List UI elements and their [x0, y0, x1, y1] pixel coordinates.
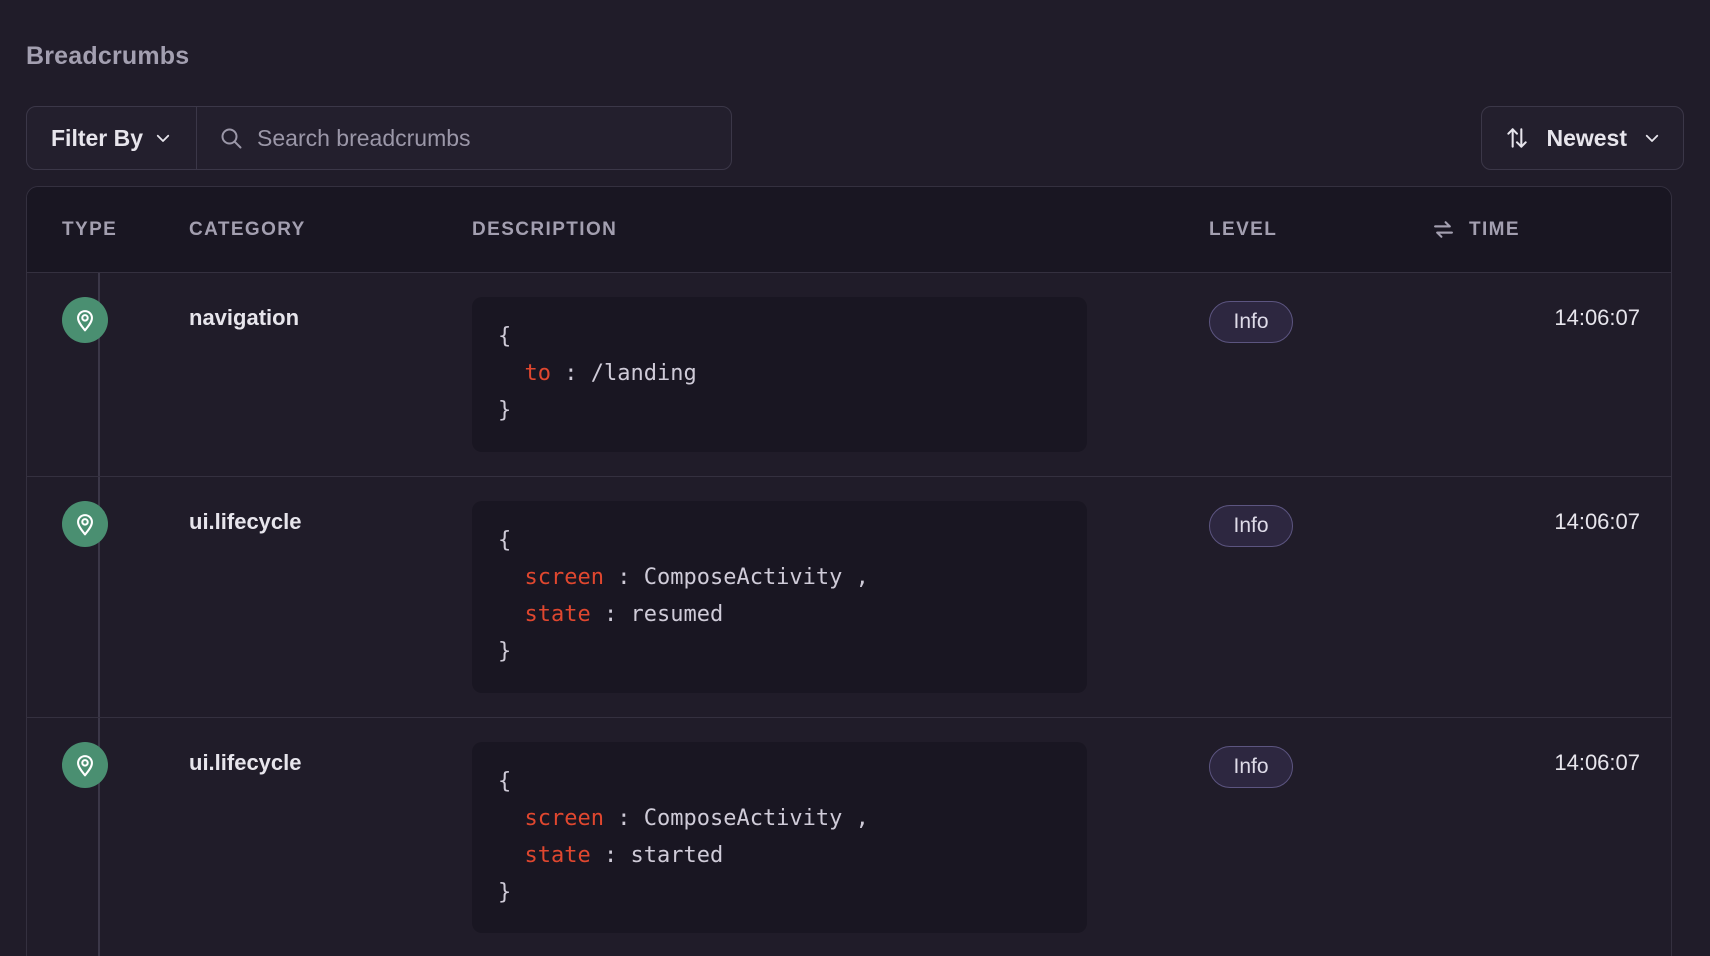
- search-input[interactable]: [257, 124, 711, 152]
- breadcrumbs-table: TYPE CATEGORY DESCRIPTION LEVEL TIME nav…: [26, 186, 1672, 956]
- cell-category: ui.lifecycle: [189, 749, 302, 775]
- cell-type: [27, 297, 189, 343]
- map-pin-icon: [62, 741, 108, 788]
- sort-order-button[interactable]: Newest: [1481, 106, 1684, 170]
- column-header-level[interactable]: LEVEL: [1209, 218, 1278, 240]
- cell-level: Info: [1209, 742, 1431, 788]
- status-badge: Info: [1209, 301, 1293, 343]
- code-block: { screen : ComposeActivity , state : sta…: [472, 741, 1087, 934]
- timeline-rail: [98, 273, 100, 476]
- column-header-time[interactable]: TIME: [1431, 217, 1671, 242]
- cell-category: navigation: [189, 305, 300, 330]
- column-header-time-label: TIME: [1469, 218, 1520, 240]
- cell-description: { screen : ComposeActivity , state : res…: [472, 500, 1209, 693]
- page-title: Breadcrumbs: [26, 42, 190, 70]
- sort-order-label: Newest: [1546, 124, 1627, 151]
- search-field-wrapper[interactable]: [197, 107, 731, 169]
- column-header-category[interactable]: CATEGORY: [189, 218, 306, 240]
- table-row[interactable]: ui.lifecycle { screen : ComposeActivity ,…: [27, 476, 1671, 718]
- timeline-rail: [98, 717, 100, 956]
- map-pin-icon: [62, 297, 108, 343]
- filter-by-dropdown[interactable]: Filter By: [27, 107, 198, 169]
- filter-by-label: Filter By: [51, 124, 144, 151]
- map-pin-icon: [62, 500, 108, 547]
- table-header-row: TYPE CATEGORY DESCRIPTION LEVEL TIME: [27, 187, 1671, 273]
- code-block: { to : /landing }: [472, 297, 1087, 452]
- cell-level: Info: [1209, 501, 1431, 547]
- cell-type: [27, 741, 189, 788]
- column-header-type[interactable]: TYPE: [62, 218, 118, 240]
- filter-search-group: Filter By: [26, 106, 732, 170]
- cell-level: Info: [1209, 297, 1431, 343]
- cell-type: [27, 500, 189, 547]
- code-block: { screen : ComposeActivity , state : res…: [472, 500, 1087, 693]
- cell-description: { to : /landing }: [472, 297, 1209, 452]
- table-body: navigation{ to : /landing } Info 14:06:07 u…: [27, 273, 1671, 956]
- cell-category: ui.lifecycle: [189, 508, 302, 534]
- status-badge: Info: [1209, 504, 1293, 547]
- timeline-rail: [98, 476, 100, 717]
- status-badge: Info: [1209, 745, 1293, 788]
- column-header-description[interactable]: DESCRIPTION: [472, 218, 618, 240]
- cell-time: 14:06:07: [1554, 305, 1640, 330]
- search-icon: [219, 126, 243, 150]
- sort-arrows-icon: [1504, 125, 1530, 151]
- table-row[interactable]: navigation { to : /landing } Info 14:06:07: [27, 273, 1671, 477]
- breadcrumbs-toolbar: Filter By Newest: [26, 106, 1684, 170]
- cell-description: { screen : ComposeActivity , state : sta…: [472, 741, 1209, 934]
- cell-time: 14:06:07: [1554, 508, 1640, 534]
- chevron-down-icon: [154, 129, 172, 147]
- swap-horizontal-icon[interactable]: [1431, 217, 1456, 242]
- cell-time: 14:06:07: [1554, 749, 1640, 775]
- chevron-down-icon: [1643, 129, 1661, 147]
- table-row[interactable]: ui.lifecycle { screen : ComposeActivity ,…: [27, 717, 1671, 956]
